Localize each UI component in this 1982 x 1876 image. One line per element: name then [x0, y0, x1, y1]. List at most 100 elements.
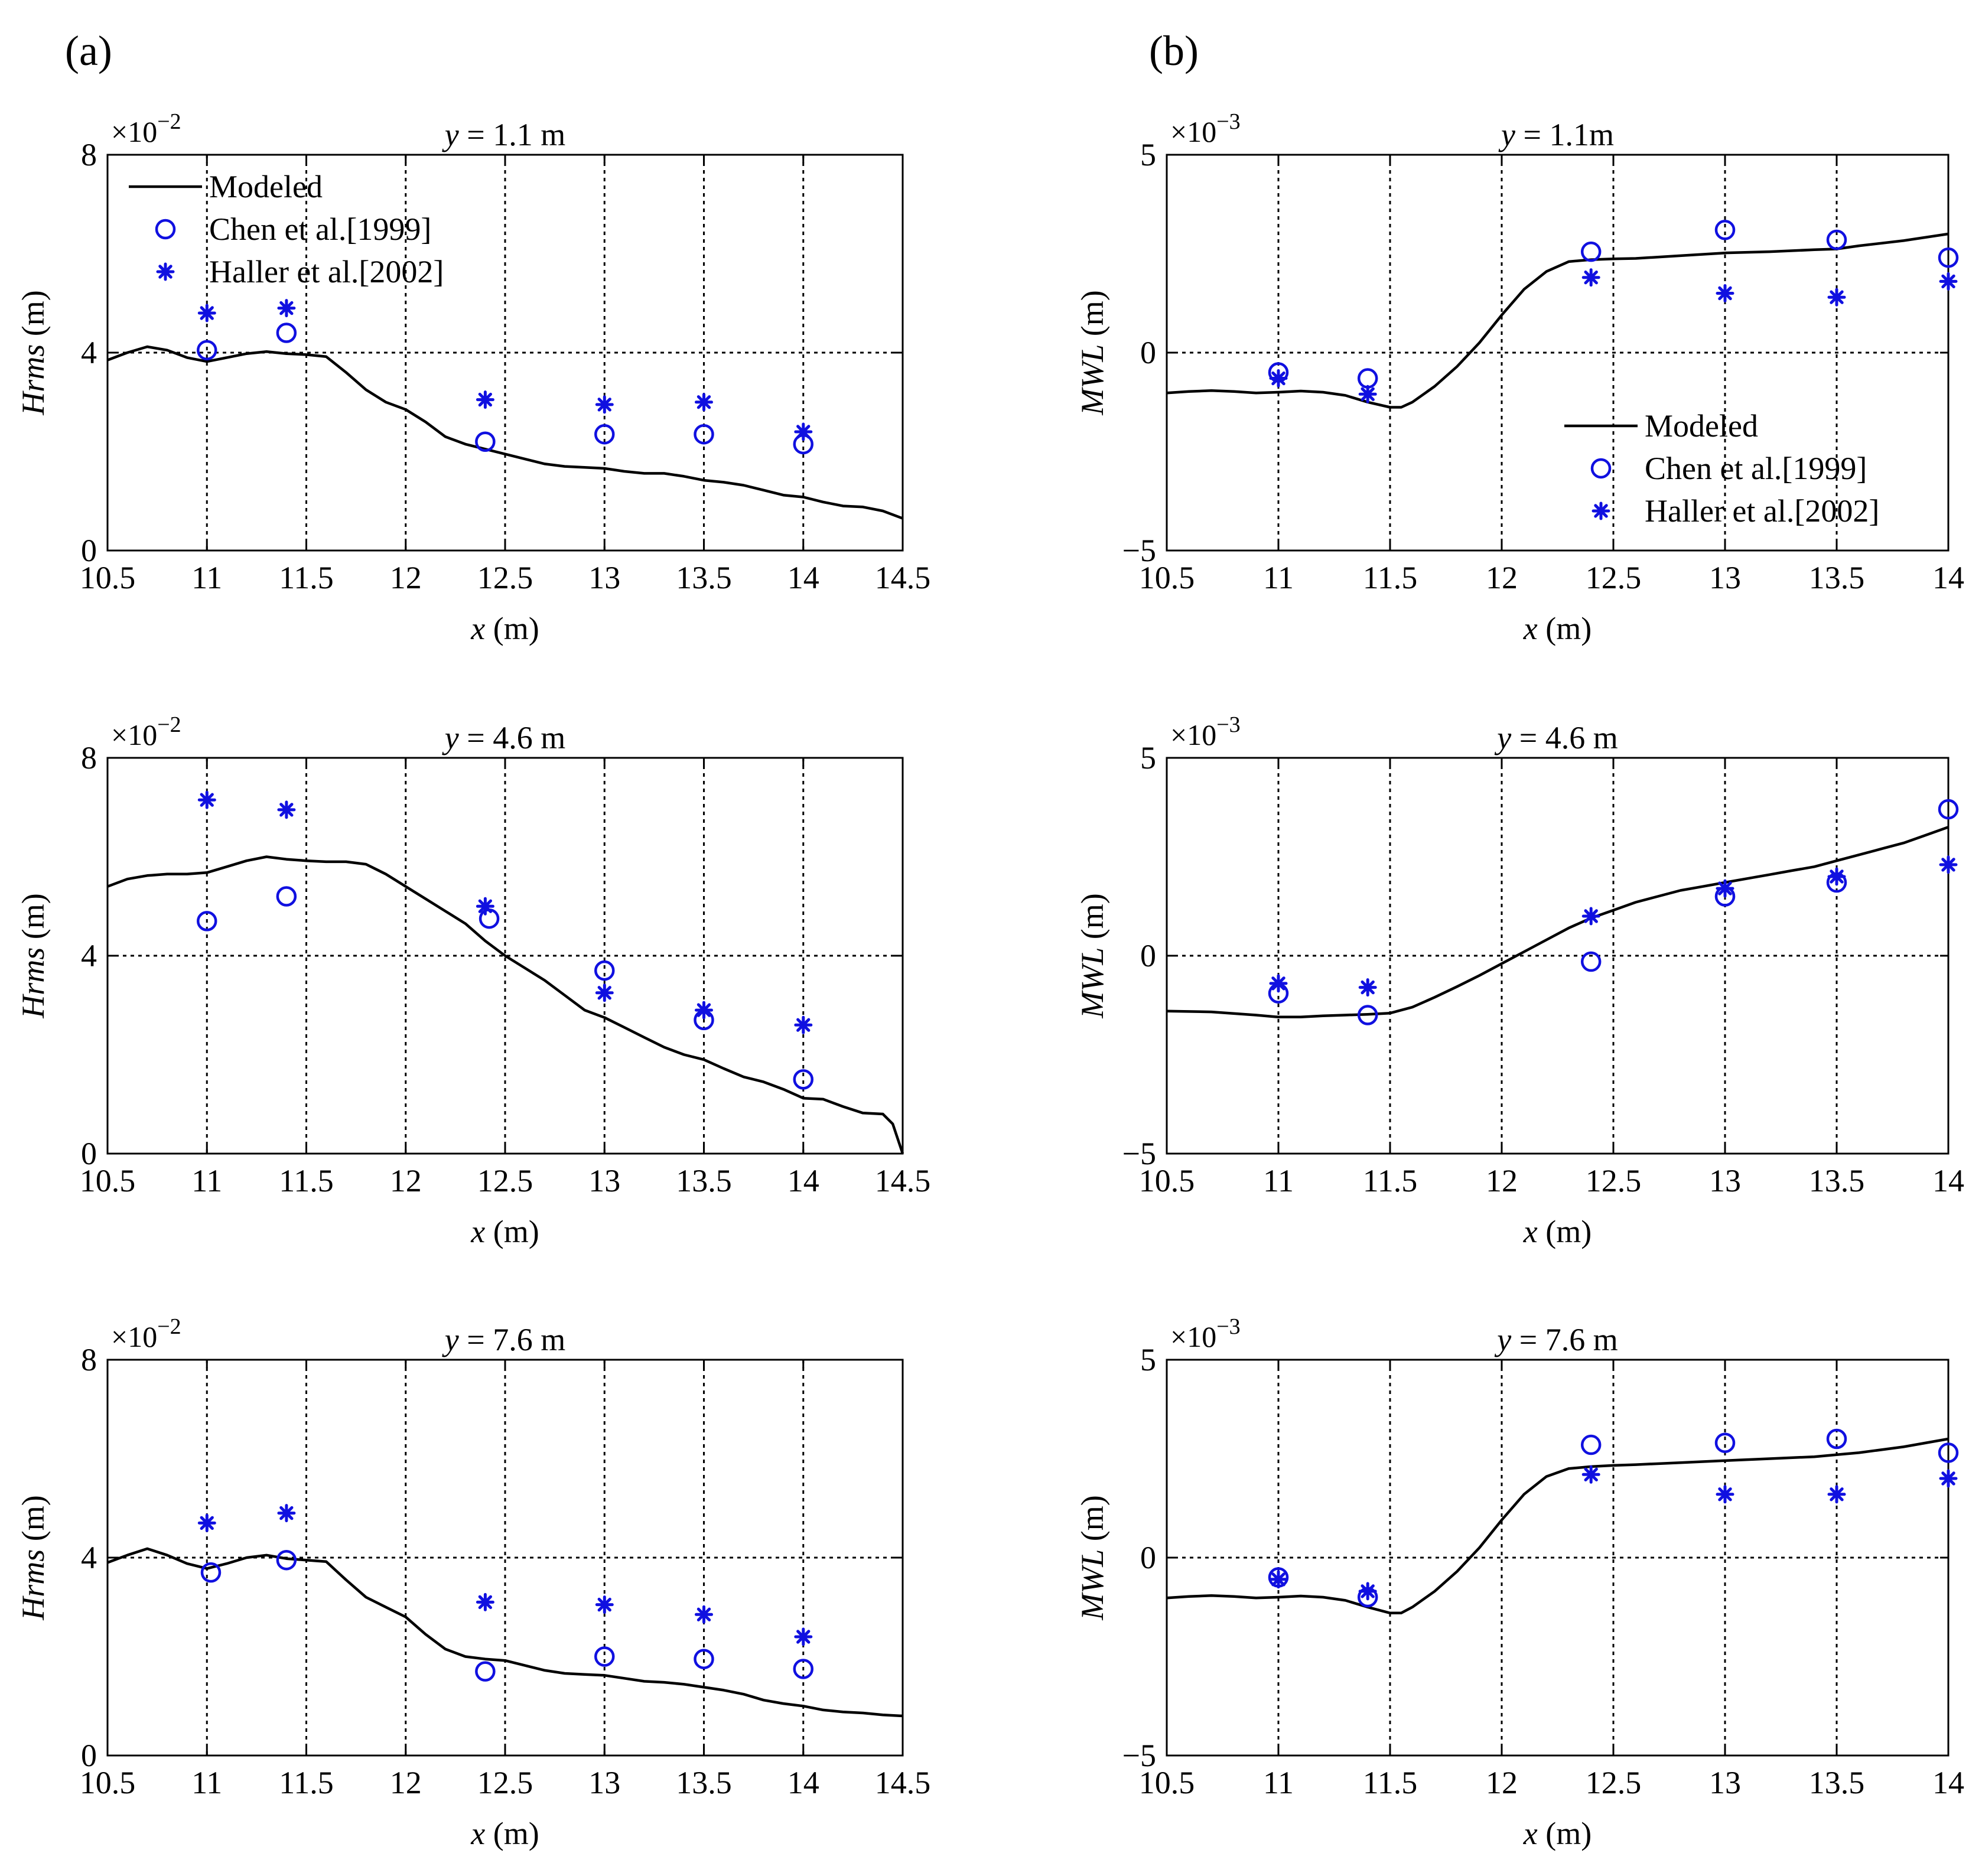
x-tick-label: 11: [1263, 1765, 1294, 1800]
haller-point: [1581, 1465, 1600, 1484]
modeled-line: [107, 345, 903, 520]
chen-point: [197, 340, 217, 361]
haller-point: [1358, 1582, 1377, 1601]
chart-mwl-y1.1: 10.5 11 11.5 12 12.5 13 13.5 14 −5 0 5 ×10−3 y = 1.1…: [1075, 109, 1964, 646]
x-axis-label-var: x: [1523, 1214, 1538, 1249]
chen-point: [479, 908, 500, 929]
x-tick-label: 14: [1932, 1163, 1964, 1198]
x-axis-label: x (m): [470, 1214, 539, 1249]
y-tick-label: 0: [1140, 1540, 1156, 1575]
y-tick-label: −5: [1122, 1738, 1156, 1773]
x-tick-label: 11.5: [1363, 1163, 1418, 1198]
chart-title-rest: = 1.1m: [1515, 117, 1614, 152]
chen-point: [594, 424, 615, 445]
chen-point: [1580, 951, 1602, 972]
haller-point: [1827, 288, 1846, 307]
legend-chen-swatch: [155, 219, 176, 240]
chen-point: [1580, 241, 1602, 262]
y-tick-label: 0: [81, 1136, 97, 1171]
y-axis-label: MWL (m): [1075, 290, 1110, 415]
chart-title-rest: = 7.6 m: [459, 1322, 565, 1357]
chart-title: y = 4.6 m: [1494, 720, 1618, 755]
chart-hrms-y4.6: 10.5 11 11.5 12 12.5 13 13.5 14 14.5 0 4 8 ×10−2 y = …: [15, 712, 930, 1249]
chen-point: [1357, 1005, 1378, 1025]
panel-label-b: (b): [1149, 27, 1199, 74]
modeled-line: [1166, 826, 1949, 1019]
y-tick-label: 5: [1140, 1342, 1156, 1377]
chart-title-rest: = 1.1 m: [459, 117, 565, 152]
chart-hrms-y7.6: 10.5 11 11.5 12 12.5 13 13.5 14 14.5 0 4 8 ×10−2 y = …: [15, 1314, 930, 1851]
y-axis-label-var: Hrms: [15, 344, 51, 416]
haller-point: [595, 395, 614, 414]
haller-point: [695, 1605, 713, 1624]
legend: Modeled Chen et al.[1999] Haller et al.[20…: [129, 169, 444, 289]
x-tick-label: 13: [588, 560, 620, 595]
x-tick-label: 13: [1709, 560, 1741, 595]
axis-scale-exponent: −3: [1216, 109, 1240, 134]
chen-point: [1938, 799, 1959, 820]
chen-point: [1938, 1442, 1959, 1463]
x-axis-label-unit: (m): [1538, 611, 1592, 646]
axis-scale-exponent: −2: [157, 712, 181, 737]
y-tick-label: 8: [81, 1342, 97, 1377]
x-tick-label: 11.5: [279, 560, 334, 595]
x-tick-label: 13: [588, 1765, 620, 1800]
haller-point: [476, 1592, 494, 1611]
y-axis-label: Hrms (m): [15, 1495, 51, 1621]
haller-point: [197, 1513, 216, 1532]
x-axis-label-var: x: [470, 1816, 485, 1851]
y-tick-label: 4: [81, 335, 97, 370]
x-tick-label: 10.5: [80, 1163, 136, 1198]
x-axis-label-var: x: [470, 1214, 485, 1249]
x-tick-label: 10.5: [80, 560, 136, 595]
axis-scale-factor: ×10−3: [1170, 109, 1241, 148]
legend-haller-label: Haller et al.[2002]: [209, 254, 444, 289]
x-tick-label: 12: [1486, 1163, 1518, 1198]
x-tick-label: 12.5: [477, 1765, 533, 1800]
x-tick-label: 10.5: [80, 1765, 136, 1800]
haller-point: [595, 983, 614, 1002]
chen-point: [1826, 229, 1847, 250]
y-tick-label: 0: [1140, 335, 1156, 370]
x-axis-label: x (m): [470, 1816, 539, 1851]
haller-point: [1827, 1485, 1846, 1504]
legend-haller-swatch: [156, 262, 175, 281]
chen-point: [793, 1659, 813, 1679]
y-tick-label: 0: [81, 1738, 97, 1773]
chart-mwl-y4.6: 10.5 11 11.5 12 12.5 13 13.5 14 −5 0 5 ×10−3 y = 4.6…: [1075, 712, 1964, 1249]
chen-point: [197, 911, 217, 932]
y-axis-label-unit: (m): [1075, 1495, 1110, 1549]
chart-title-var: y: [442, 117, 459, 152]
axis-scale-factor: ×10−3: [1170, 712, 1241, 751]
chen-point: [276, 323, 297, 343]
x-tick-label: 11.5: [279, 1163, 334, 1198]
haller-point: [277, 299, 296, 318]
y-axis-label: Hrms (m): [15, 290, 51, 416]
y-tick-label: 0: [81, 533, 97, 568]
haller-point: [595, 1595, 614, 1614]
x-tick-label: 13.5: [1809, 1163, 1865, 1198]
y-axis-label-unit: (m): [15, 290, 51, 344]
chen-point: [475, 431, 496, 452]
x-tick-label: 12.5: [477, 1163, 533, 1198]
axis-scale-factor: ×10−2: [111, 109, 181, 148]
x-axis-label-unit: (m): [485, 1816, 539, 1851]
x-axis-label-var: x: [1523, 1816, 1538, 1851]
y-axis-label: MWL (m): [1075, 1495, 1110, 1620]
x-tick-label: 11.5: [1363, 1765, 1418, 1800]
chart-title: y = 1.1 m: [442, 117, 565, 152]
legend-chen-label: Chen et al.[1999]: [1645, 451, 1867, 486]
haller-point: [277, 800, 296, 819]
modeled-line: [107, 855, 904, 1154]
x-tick-label: 12.5: [477, 560, 533, 595]
x-tick-label: 13: [588, 1163, 620, 1198]
legend-haller-label: Haller et al.[2002]: [1645, 493, 1879, 529]
x-tick-label: 13.5: [676, 1163, 732, 1198]
x-tick-label: 13.5: [1809, 1765, 1865, 1800]
axis-scale-exponent: −3: [1216, 1314, 1240, 1339]
haller-point: [1716, 284, 1734, 302]
haller-point: [1716, 1485, 1734, 1504]
y-tick-label: 5: [1140, 740, 1156, 776]
haller-point: [1581, 268, 1600, 287]
